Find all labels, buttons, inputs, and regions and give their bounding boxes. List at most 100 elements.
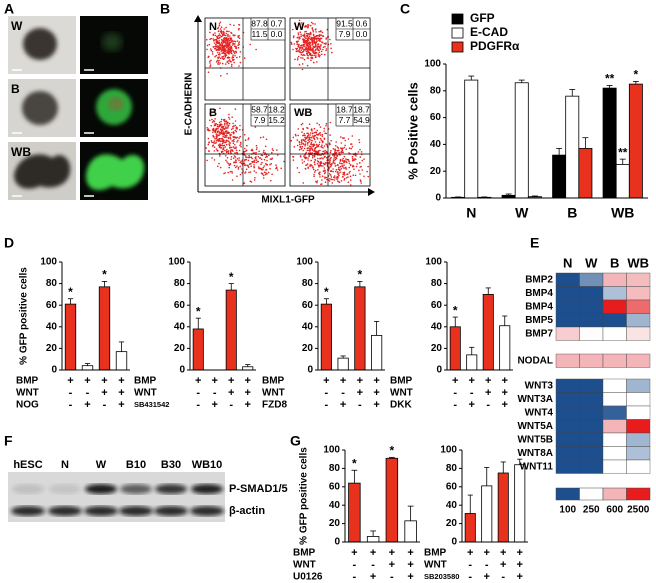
- event-dot: [228, 30, 230, 33]
- treatment-label: WNT: [390, 388, 413, 399]
- event-dot: [314, 23, 316, 25]
- event-dot: [251, 149, 254, 152]
- panel-label: G: [290, 433, 301, 449]
- event-dot: [317, 43, 320, 45]
- event-dot: [339, 160, 342, 162]
- event-dot: [299, 145, 302, 148]
- event-dot: [323, 138, 326, 140]
- treatment-label: FZD8: [262, 400, 287, 411]
- event-dot: [230, 32, 233, 35]
- event-dot: [313, 54, 316, 57]
- treatment-sign: -: [69, 399, 73, 411]
- event-dot: [207, 56, 209, 58]
- event-dot: [237, 139, 239, 142]
- event-dot: [335, 154, 337, 156]
- event-dot: [309, 45, 312, 47]
- event-dot: [313, 173, 315, 176]
- event-dot: [336, 149, 339, 152]
- event-dot: [310, 143, 312, 146]
- event-dot: [337, 181, 340, 183]
- event-dot: [217, 130, 220, 132]
- event-dot: [320, 164, 322, 167]
- event-dot: [308, 136, 311, 138]
- heatmap-cell: [579, 419, 604, 434]
- treatment-sign: +: [407, 559, 413, 571]
- legend-swatch: [451, 41, 464, 53]
- bar: [464, 513, 476, 543]
- treatment-sign: -: [453, 399, 457, 411]
- row-label: WNT5A: [517, 421, 553, 432]
- y-tick-label: 20: [446, 518, 458, 529]
- y-axis-label: % Positive cells: [405, 82, 420, 180]
- event-dot: [349, 164, 352, 166]
- event-dot: [217, 35, 219, 37]
- event-dot: [226, 50, 229, 52]
- event-dot: [318, 45, 321, 48]
- event-dot: [266, 173, 268, 175]
- event-dot: [209, 112, 211, 115]
- treatment-sign: +: [245, 387, 251, 399]
- row-label: WNT3A: [517, 394, 553, 405]
- treatment-sign: +: [452, 375, 458, 387]
- event-dot: [215, 140, 218, 142]
- heatmap-cell: [626, 313, 651, 328]
- event-dot: [234, 40, 237, 43]
- panel-label: C: [400, 1, 410, 17]
- event-dot: [323, 169, 326, 172]
- event-dot: [233, 61, 235, 64]
- event-dot: [314, 141, 317, 143]
- event-dot: [243, 57, 246, 59]
- event-dot: [313, 175, 315, 178]
- event-dot: [229, 37, 231, 40]
- y-tick-label: 100: [440, 445, 457, 456]
- event-dot: [320, 139, 323, 141]
- event-dot: [308, 37, 311, 40]
- event-dot: [250, 156, 253, 159]
- significance: *: [453, 303, 458, 317]
- quadrant-value: 18.7: [353, 104, 370, 114]
- event-dot: [298, 141, 301, 144]
- treatment-sign: +: [407, 571, 413, 583]
- event-dot: [337, 171, 339, 173]
- event-dot: [255, 156, 257, 158]
- event-dot: [332, 170, 334, 173]
- y-tick-label: 40: [46, 321, 58, 332]
- event-dot: [307, 24, 309, 26]
- event-dot: [276, 149, 278, 151]
- event-dot: [347, 138, 350, 140]
- event-dot: [210, 49, 213, 52]
- y-axis-label: % GFP positive cells: [19, 267, 30, 365]
- event-dot: [316, 162, 319, 165]
- event-dot: [217, 42, 220, 45]
- event-dot: [217, 165, 219, 168]
- event-dot: [342, 151, 345, 154]
- event-dot: [307, 42, 309, 45]
- event-dot: [243, 162, 245, 165]
- event-dot: [266, 163, 269, 166]
- event-dot: [250, 165, 252, 167]
- event-dot: [317, 49, 320, 52]
- event-dot: [226, 72, 228, 75]
- event-dot: [225, 38, 228, 41]
- event-dot: [325, 48, 328, 50]
- event-dot: [303, 43, 306, 45]
- event-dot: [231, 149, 233, 151]
- event-dot: [298, 63, 301, 66]
- event-dot: [308, 149, 311, 152]
- event-dot: [235, 159, 237, 161]
- event-dot: [230, 52, 232, 54]
- event-dot: [330, 47, 332, 50]
- event-dot: [233, 147, 236, 149]
- blot-band: [155, 484, 187, 494]
- event-dot: [232, 125, 234, 128]
- event-dot: [223, 136, 226, 138]
- event-dot: [214, 32, 216, 34]
- event-dot: [225, 54, 228, 56]
- event-dot: [232, 157, 235, 159]
- event-dot: [225, 135, 227, 137]
- y-tick-label: 80: [431, 278, 443, 289]
- y-axis-label: E-CADHERIN: [184, 73, 195, 136]
- event-dot: [335, 177, 338, 179]
- event-dot: [311, 148, 314, 150]
- event-dot: [339, 165, 342, 168]
